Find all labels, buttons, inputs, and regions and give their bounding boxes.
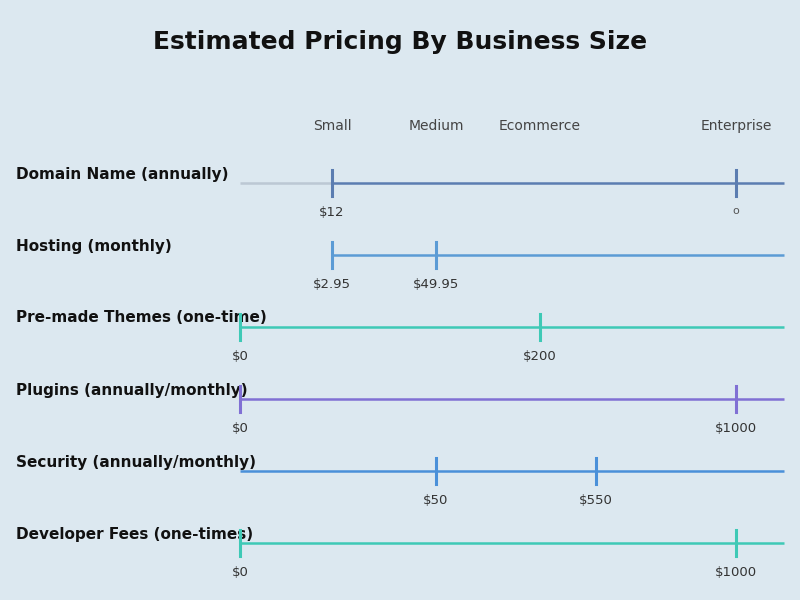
Text: $49.95: $49.95 (413, 278, 459, 291)
Text: Pre-made Themes (one-time): Pre-made Themes (one-time) (16, 311, 266, 325)
Text: $50: $50 (423, 494, 449, 507)
Text: Small: Small (313, 119, 351, 133)
Text: $1000: $1000 (715, 422, 757, 435)
Text: $12: $12 (319, 206, 345, 219)
Text: Security (annually/monthly): Security (annually/monthly) (16, 455, 256, 469)
Text: Domain Name (annually): Domain Name (annually) (16, 166, 229, 181)
Text: $2.95: $2.95 (313, 278, 351, 291)
Text: $0: $0 (231, 566, 249, 579)
Text: Plugins (annually/monthly): Plugins (annually/monthly) (16, 383, 248, 397)
Text: Ecommerce: Ecommerce (499, 119, 581, 133)
Text: Developer Fees (one-times): Developer Fees (one-times) (16, 527, 253, 541)
Text: o: o (733, 206, 739, 216)
Text: $1000: $1000 (715, 566, 757, 579)
Text: Enterprise: Enterprise (700, 119, 772, 133)
Text: $200: $200 (523, 350, 557, 363)
Text: $0: $0 (231, 350, 249, 363)
Text: Estimated Pricing By Business Size: Estimated Pricing By Business Size (153, 30, 647, 54)
Text: Medium: Medium (408, 119, 464, 133)
Text: Hosting (monthly): Hosting (monthly) (16, 238, 172, 253)
Text: $0: $0 (231, 422, 249, 435)
Text: $550: $550 (579, 494, 613, 507)
